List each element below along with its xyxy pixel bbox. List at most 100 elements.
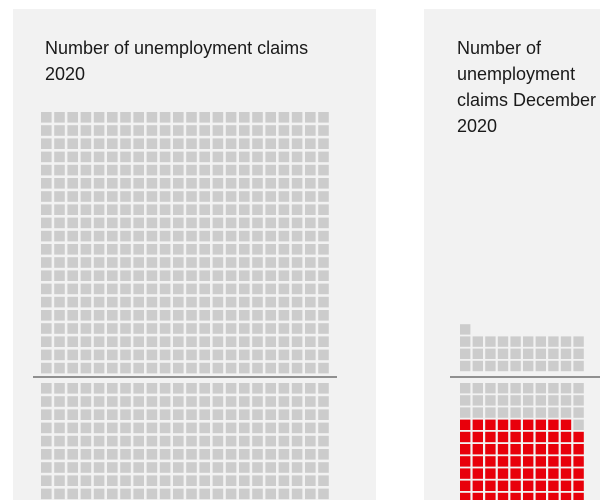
waffle-cell	[560, 336, 572, 347]
waffle-cell	[159, 191, 171, 202]
waffle-cell	[54, 164, 65, 176]
waffle-cell-highlighted	[497, 468, 509, 479]
waffle-cell	[278, 257, 290, 268]
waffle-cell	[173, 138, 184, 149]
waffle-cell	[305, 462, 316, 473]
waffle-cell	[497, 336, 509, 347]
waffle-cell	[173, 310, 184, 321]
waffle-cell	[146, 323, 158, 334]
waffle-cell	[573, 360, 584, 372]
waffle-cell	[80, 204, 92, 215]
waffle-cell	[278, 310, 290, 321]
waffle-cell	[93, 204, 105, 215]
waffle-cell	[93, 383, 105, 394]
waffle-cell	[173, 217, 184, 229]
waffle-cell	[133, 230, 144, 242]
waffle-cell	[212, 178, 224, 189]
waffle-cell	[107, 178, 118, 189]
waffle-cell	[146, 230, 158, 242]
waffle-cell	[54, 409, 65, 420]
waffle-cell-highlighted	[548, 444, 559, 455]
waffle-cell	[133, 422, 144, 434]
waffle-cell-highlighted	[510, 444, 521, 455]
waffle-cell	[305, 409, 316, 420]
waffle-cell	[291, 270, 303, 281]
waffle-cell	[186, 422, 197, 434]
waffle-cell	[265, 217, 276, 229]
waffle-cell	[278, 449, 290, 460]
waffle-cell	[120, 191, 131, 202]
waffle-cell	[107, 151, 118, 163]
waffle-cell	[93, 362, 105, 374]
waffle-cell	[291, 164, 303, 176]
waffle-cell	[80, 296, 92, 308]
waffle-cell	[497, 407, 509, 418]
waffle-cell	[146, 310, 158, 321]
waffle-cell	[212, 362, 224, 374]
waffle-cell	[265, 422, 276, 434]
waffle-cell	[159, 178, 171, 189]
waffle-cell	[212, 488, 224, 500]
waffle-cell	[212, 151, 224, 163]
waffle-cell-highlighted	[573, 468, 584, 479]
waffle-cell	[291, 296, 303, 308]
waffle-cell	[120, 244, 131, 255]
waffle-cell	[54, 383, 65, 394]
waffle-cell	[305, 164, 316, 176]
waffle-cell	[239, 125, 250, 136]
waffle-cell	[80, 409, 92, 420]
waffle-cell	[460, 360, 471, 372]
waffle-cell	[252, 396, 263, 407]
waffle-cell	[159, 310, 171, 321]
waffle-cell	[120, 362, 131, 374]
waffle-cell	[133, 138, 144, 149]
waffle-cell	[80, 217, 92, 229]
waffle-cell-highlighted	[560, 492, 572, 500]
waffle-cell	[212, 270, 224, 281]
waffle-cell	[107, 449, 118, 460]
waffle-cell	[107, 396, 118, 407]
waffle-cell	[305, 125, 316, 136]
waffle-cell	[535, 407, 546, 418]
waffle-cell	[291, 323, 303, 334]
waffle-cell	[107, 435, 118, 447]
waffle-cell	[67, 204, 78, 215]
waffle-cell-highlighted	[460, 492, 471, 500]
waffle-cell	[291, 191, 303, 202]
waffle-cell	[278, 217, 290, 229]
waffle-cell	[186, 164, 197, 176]
waffle-cell	[460, 395, 471, 406]
waffle-cell	[318, 151, 329, 163]
waffle-cell	[225, 409, 237, 420]
waffle-cell	[159, 462, 171, 473]
waffle-cell	[199, 230, 210, 242]
waffle-cell	[239, 112, 250, 123]
waffle-cell	[199, 244, 210, 255]
waffle-cell	[278, 362, 290, 374]
waffle-cell	[305, 138, 316, 149]
waffle-cell	[239, 310, 250, 321]
waffle-cell	[239, 409, 250, 420]
waffle-cell	[318, 270, 329, 281]
waffle-cell	[159, 323, 171, 334]
waffle-cell	[41, 204, 52, 215]
waffle-cell	[54, 151, 65, 163]
waffle-cell	[54, 488, 65, 500]
waffle-cell	[291, 178, 303, 189]
waffle-cell	[186, 349, 197, 361]
waffle-cell	[54, 191, 65, 202]
waffle-cell	[107, 422, 118, 434]
waffle-cell	[265, 296, 276, 308]
waffle-cell	[54, 323, 65, 334]
waffle-cell	[120, 112, 131, 123]
waffle-cell	[265, 138, 276, 149]
waffle-cell	[265, 336, 276, 347]
waffle-cell	[41, 310, 52, 321]
waffle-cell	[291, 409, 303, 420]
waffle-cell	[485, 348, 496, 359]
waffle-cell	[212, 164, 224, 176]
waffle-cell	[199, 323, 210, 334]
waffle-cell	[239, 349, 250, 361]
waffle-cell	[318, 488, 329, 500]
waffle-cell-highlighted	[535, 419, 546, 430]
